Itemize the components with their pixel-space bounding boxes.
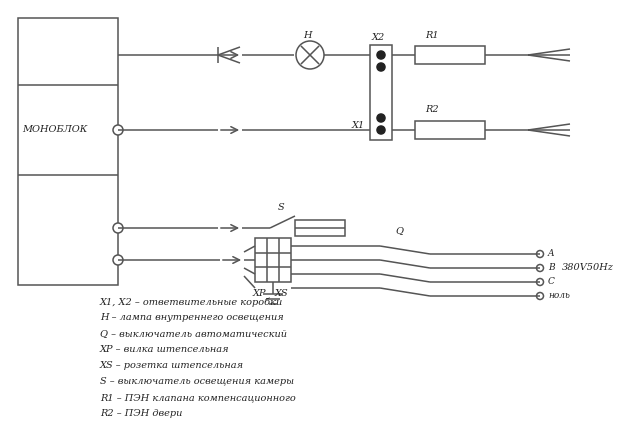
Text: S – выключатель освещения камеры: S – выключатель освещения камеры <box>100 378 294 386</box>
Text: X1, X2 – ответвительные коробки: X1, X2 – ответвительные коробки <box>100 297 283 307</box>
Text: R2 – ПЭН двери: R2 – ПЭН двери <box>100 410 182 418</box>
Circle shape <box>113 255 123 265</box>
Text: R1 – ПЭН клапана компенсационного: R1 – ПЭН клапана компенсационного <box>100 393 296 403</box>
Text: S: S <box>278 204 285 212</box>
Text: B: B <box>548 264 555 272</box>
Text: 380V50Hz: 380V50Hz <box>562 264 614 272</box>
Text: МОНОБЛОК: МОНОБЛОК <box>22 126 87 134</box>
Text: XP: XP <box>253 290 266 299</box>
Circle shape <box>377 63 385 71</box>
Circle shape <box>536 293 543 300</box>
Text: Q: Q <box>395 226 403 236</box>
Text: XS – розетка штепсельная: XS – розетка штепсельная <box>100 361 244 371</box>
Text: XP – вилка штепсельная: XP – вилка штепсельная <box>100 346 229 354</box>
Text: R1: R1 <box>425 31 439 39</box>
Text: X1: X1 <box>352 120 365 130</box>
Circle shape <box>377 114 385 122</box>
Bar <box>255 238 291 282</box>
Text: R2: R2 <box>425 106 439 114</box>
Text: Q – выключатель автоматический: Q – выключатель автоматический <box>100 329 287 339</box>
Circle shape <box>296 41 324 69</box>
Bar <box>415 121 485 139</box>
Circle shape <box>377 126 385 134</box>
Text: C: C <box>548 278 555 286</box>
Text: ноль: ноль <box>548 292 570 300</box>
Bar <box>415 46 485 64</box>
Circle shape <box>536 265 543 272</box>
Text: X2: X2 <box>372 33 385 42</box>
Text: A: A <box>548 250 554 258</box>
Circle shape <box>113 223 123 233</box>
Bar <box>295 220 345 236</box>
Circle shape <box>536 279 543 286</box>
Circle shape <box>113 125 123 135</box>
Circle shape <box>377 51 385 59</box>
Bar <box>370 45 392 140</box>
Text: H: H <box>303 31 311 39</box>
Text: H – лампа внутреннего освещения: H – лампа внутреннего освещения <box>100 314 283 322</box>
Bar <box>18 18 118 285</box>
Text: XS: XS <box>275 290 289 299</box>
Circle shape <box>536 251 543 258</box>
